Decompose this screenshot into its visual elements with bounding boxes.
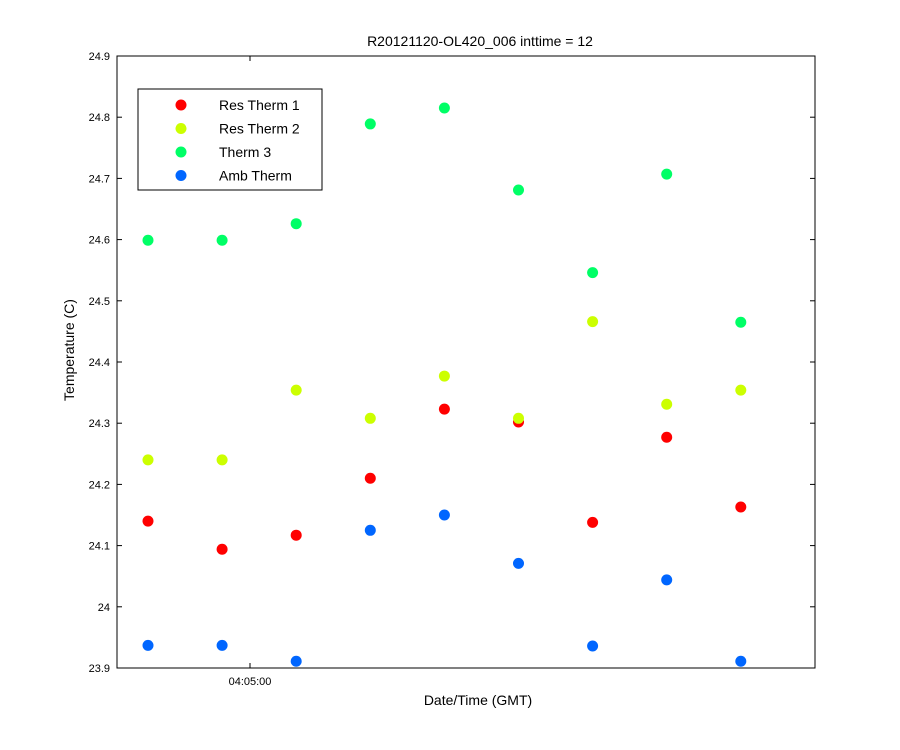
y-tick-label: 24.9: [89, 51, 110, 63]
y-tick-label: 24: [98, 602, 110, 614]
data-point-amb-therm: [735, 655, 747, 667]
data-point-amb-therm: [142, 639, 154, 651]
data-point-res-therm-1: [661, 431, 673, 443]
legend-marker: [175, 170, 187, 181]
data-point-therm-3: [587, 267, 599, 279]
data-point-res-therm-2: [364, 412, 376, 424]
data-point-therm-3: [438, 102, 450, 114]
x-tick-label: 04:05:00: [229, 676, 272, 688]
data-point-res-therm-2: [513, 412, 524, 424]
data-point-res-therm-2: [587, 316, 599, 328]
data-point-therm-3: [513, 184, 524, 196]
y-tick-label: 24.3: [89, 418, 110, 430]
data-point-therm-3: [290, 218, 302, 230]
legend-label: Therm 3: [219, 144, 271, 160]
legend-marker: [175, 146, 187, 158]
data-point-therm-3: [735, 316, 747, 328]
y-axis-label: Temperature (C): [61, 299, 77, 401]
y-tick-label: 24.2: [89, 479, 110, 491]
data-point-amb-therm: [364, 524, 376, 536]
data-point-res-therm-2: [438, 370, 450, 382]
data-point-res-therm-1: [216, 543, 228, 555]
y-tick-label: 24.6: [89, 235, 110, 247]
data-point-amb-therm: [216, 639, 228, 651]
y-tick-label: 24.1: [89, 541, 110, 553]
data-point-res-therm-1: [142, 515, 154, 527]
legend-marker: [175, 123, 187, 134]
legend-label: Res Therm 2: [219, 121, 300, 137]
data-point-res-therm-1: [290, 529, 302, 541]
data-point-amb-therm: [661, 574, 673, 586]
legend-label: Amb Therm: [219, 168, 292, 184]
data-point-res-therm-2: [290, 384, 302, 396]
y-axis: 23.9 24 24.1 24.2 24.3 24.4 24.5 24.6 24.7 24.8 24…: [89, 51, 815, 675]
data-point-res-therm-1: [735, 501, 747, 513]
data-point-res-therm-2: [216, 454, 228, 466]
legend-marker: [175, 99, 187, 111]
data-point-therm-3: [364, 118, 376, 130]
data-point-therm-3: [216, 234, 228, 246]
legend-box: [137, 88, 323, 191]
y-tick-label: 24.7: [89, 173, 110, 185]
chart-title: R20121120-OL420_006 inttime = 12: [367, 33, 593, 49]
data-point-res-therm-2: [142, 454, 154, 466]
x-axis-label: Date/Time (GMT): [424, 692, 532, 708]
x-axis: 04:05:00: [229, 56, 272, 688]
data-point-res-therm-2: [661, 398, 673, 410]
data-point-amb-therm: [513, 557, 524, 569]
y-tick-label: 23.9: [89, 663, 110, 675]
data-point-amb-therm: [438, 509, 450, 521]
data-point-amb-therm: [290, 655, 302, 667]
data-point-res-therm-2: [735, 384, 747, 396]
y-tick-label: 24.4: [89, 357, 110, 369]
data-point-res-therm-1: [587, 516, 599, 528]
data-point-therm-3: [661, 168, 673, 180]
data-point-amb-therm: [587, 640, 599, 652]
data-points: [142, 102, 747, 667]
legend: Res Therm 1 Res Therm 2 Therm 3 Amb Therm: [137, 88, 323, 191]
y-tick-label: 24.8: [89, 112, 110, 124]
legend-label: Res Therm 1: [219, 97, 300, 113]
data-point-res-therm-1: [364, 472, 376, 484]
y-tick-label: 24.5: [89, 296, 110, 308]
data-point-res-therm-1: [438, 403, 450, 415]
data-point-therm-3: [142, 234, 154, 246]
